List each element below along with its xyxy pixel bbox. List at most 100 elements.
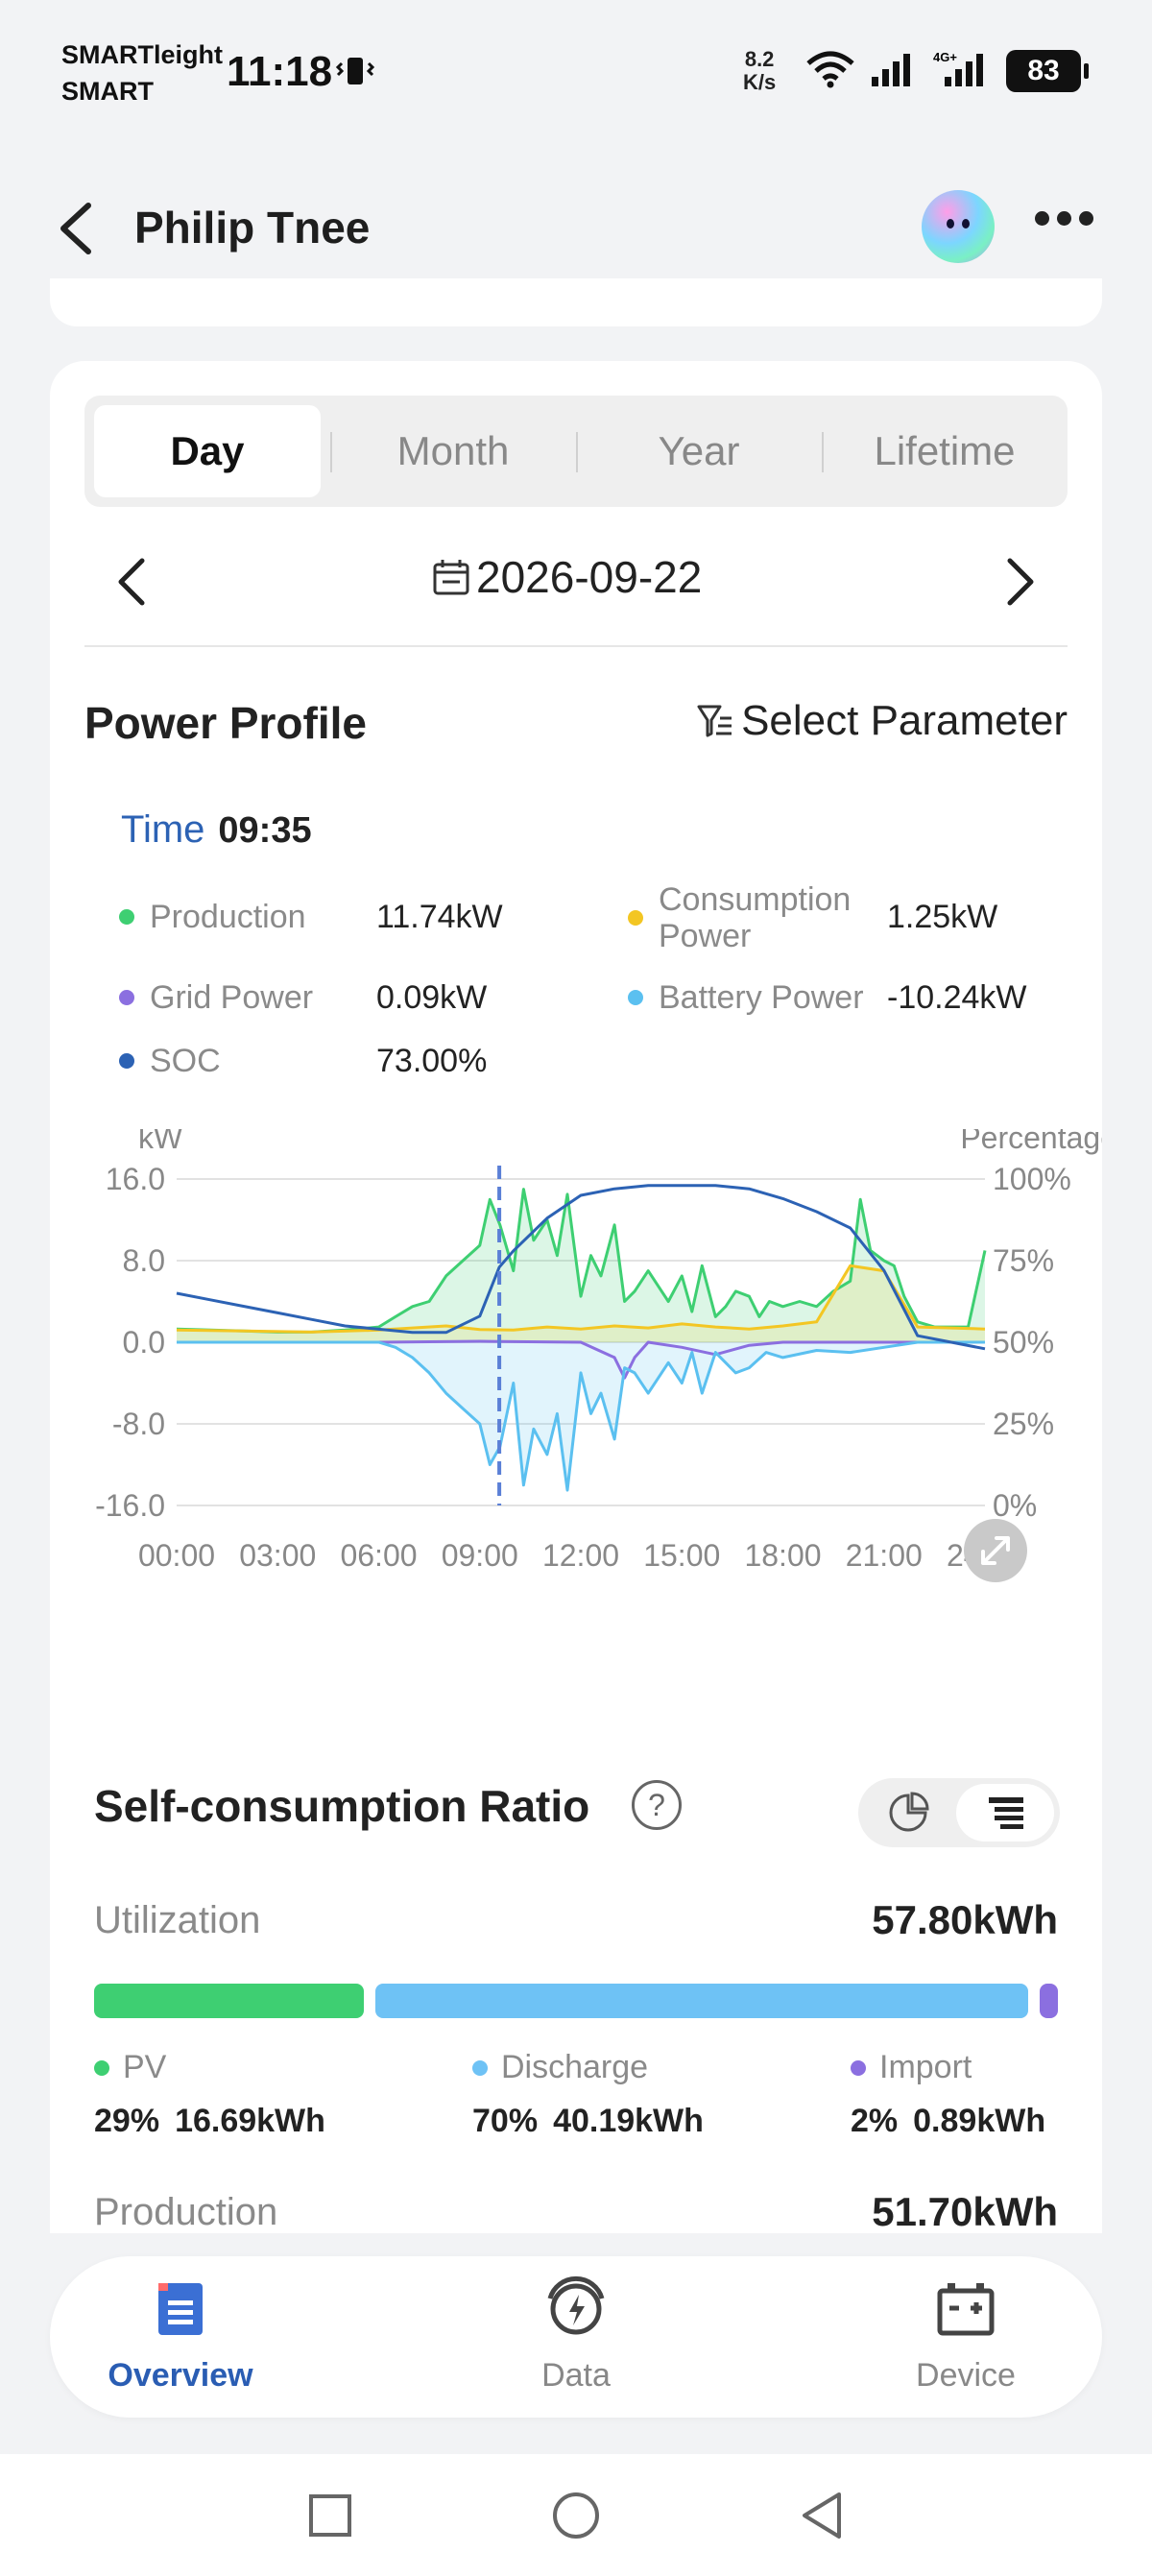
- legend-production: Production: [119, 899, 306, 935]
- wifi-icon: [806, 51, 854, 88]
- series-area-production: [177, 1189, 985, 1342]
- back-nav-icon[interactable]: [793, 2487, 851, 2544]
- power-card: Day Month Year Lifetime 2026-09-22 Power…: [50, 361, 1102, 2243]
- y-tick-left: -16.0: [95, 1488, 165, 1523]
- bottom-navigation: Overview Data Device: [50, 2256, 1102, 2418]
- carrier-name: SMARTleight SMART: [61, 40, 223, 106]
- filter-icon: [697, 705, 732, 737]
- utilization-value: 57.80kWh: [872, 1897, 1058, 1942]
- more-button[interactable]: [1035, 211, 1093, 226]
- date-picker[interactable]: 2026-09-22: [430, 551, 702, 603]
- network-speed: 8.2 K/s: [743, 47, 777, 94]
- system-navigation-bar: [0, 2454, 1152, 2576]
- x-tick: 03:00: [239, 1538, 316, 1573]
- next-date-button[interactable]: [1000, 555, 1039, 609]
- pie-chart-icon[interactable]: [887, 1792, 929, 1834]
- import-dot: [851, 2059, 866, 2076]
- nav-device[interactable]: Device: [860, 2275, 1071, 2410]
- production-total: 51.70kWh: [872, 2189, 1058, 2234]
- soc-value: 73.00%: [376, 1043, 488, 1079]
- section-title-power-profile: Power Profile: [84, 698, 367, 748]
- series-line-grid-power: [177, 1339, 985, 1380]
- tab-month[interactable]: Month: [396, 428, 510, 473]
- discharge-dot: [472, 2059, 488, 2076]
- power-profile-chart[interactable]: kW Percentage 16.0 8.0 0.0 -8.0 -16.0 100% 75% 50…: [81, 1120, 1102, 1705]
- tab-divider: [822, 432, 824, 472]
- list-icon[interactable]: [985, 1792, 1027, 1834]
- select-parameter-button[interactable]: Select Parameter: [695, 697, 1068, 745]
- calendar-icon: [433, 560, 469, 595]
- y-tick-right: 50%: [993, 1325, 1054, 1360]
- discharge-values: 70% 40.19kWh: [472, 2103, 704, 2140]
- chevron-left-icon: [60, 203, 91, 254]
- utilization-label: Utilization: [94, 1899, 261, 1941]
- battery-power-value: -10.24kW: [887, 979, 1027, 1016]
- data-icon: [547, 2275, 605, 2335]
- x-tick: 21:00: [846, 1538, 923, 1573]
- pv-dot: [94, 2059, 109, 2076]
- bar-segment-pv: [94, 1984, 365, 2018]
- divider: [84, 645, 1068, 647]
- cursor-time: Time 09:35: [121, 808, 312, 852]
- production-value: 11.74kW: [376, 899, 503, 935]
- pv-values: 29% 16.69kWh: [94, 2103, 325, 2140]
- x-tick: 18:00: [744, 1538, 821, 1573]
- y-tick-right: 0%: [993, 1488, 1037, 1523]
- tab-day[interactable]: Day: [94, 405, 321, 497]
- legend-soc: SOC: [119, 1043, 221, 1079]
- consumption-dot: [628, 910, 643, 926]
- y-axis-left-label: kW: [138, 1129, 183, 1155]
- recent-apps-icon[interactable]: [301, 2487, 359, 2544]
- y-tick-left: -8.0: [112, 1407, 165, 1441]
- expand-chart-button[interactable]: [964, 1519, 1027, 1582]
- vibrate-icon: [335, 54, 375, 96]
- previous-date-button[interactable]: [113, 555, 152, 609]
- nav-data[interactable]: Data: [470, 2275, 682, 2410]
- current-date: 2026-09-22: [476, 552, 703, 602]
- bar-segment-discharge: [375, 1984, 1028, 2018]
- x-tick: 15:00: [643, 1538, 720, 1573]
- y-axis-right-label: Percentage: [960, 1129, 1102, 1155]
- chart-type-toggle: [858, 1778, 1060, 1847]
- series-area-battery-power: [177, 1342, 985, 1491]
- legend-grid-power: Grid Power: [119, 979, 313, 1016]
- battery-power-dot: [628, 990, 643, 1005]
- tab-divider: [576, 432, 578, 472]
- grid-power-dot: [119, 990, 134, 1005]
- tab-lifetime[interactable]: Lifetime: [874, 428, 1016, 473]
- tab-year[interactable]: Year: [658, 428, 740, 473]
- y-tick-left: 8.0: [123, 1243, 165, 1278]
- page-title: Philip Tnee: [134, 203, 371, 253]
- y-tick-right: 75%: [993, 1243, 1054, 1278]
- avatar[interactable]: [922, 190, 995, 263]
- y-tick-left: 16.0: [106, 1162, 165, 1196]
- select-parameter-label: Select Parameter: [741, 697, 1068, 744]
- legend-pv: PV: [94, 2049, 166, 2086]
- discharge-percent: 70%: [472, 2103, 539, 2139]
- legend-import: Import: [851, 2049, 972, 2086]
- home-icon[interactable]: [547, 2487, 605, 2544]
- bar-segment-import: [1039, 1984, 1058, 2018]
- x-tick: 09:00: [442, 1538, 518, 1573]
- x-tick: 12:00: [542, 1538, 619, 1573]
- series-line-soc: [176, 1184, 986, 1351]
- y-tick-left: 0.0: [123, 1325, 165, 1360]
- time-label: Time: [121, 808, 205, 851]
- series-line-production: [176, 1188, 987, 1334]
- question-circle-icon[interactable]: ?: [632, 1780, 682, 1830]
- consumption-value: 1.25kW: [887, 899, 998, 935]
- y-tick-right: 25%: [993, 1407, 1054, 1441]
- series-line-consumption-power: [176, 1264, 986, 1334]
- import-values: 2% 0.89kWh: [851, 2103, 1045, 2140]
- chevron-right-icon: [1007, 558, 1034, 606]
- signal-icon: [872, 54, 910, 86]
- pv-percent: 29%: [94, 2103, 160, 2139]
- back-button[interactable]: [54, 200, 102, 257]
- series-line-battery-power: [177, 1340, 985, 1492]
- expand-icon: [981, 1536, 1010, 1565]
- production-dot: [119, 909, 134, 925]
- nav-overview[interactable]: Overview: [75, 2275, 286, 2410]
- status-time: 11:18: [227, 48, 333, 95]
- y-tick-right: 100%: [993, 1162, 1071, 1196]
- chevron-left-icon: [118, 558, 145, 606]
